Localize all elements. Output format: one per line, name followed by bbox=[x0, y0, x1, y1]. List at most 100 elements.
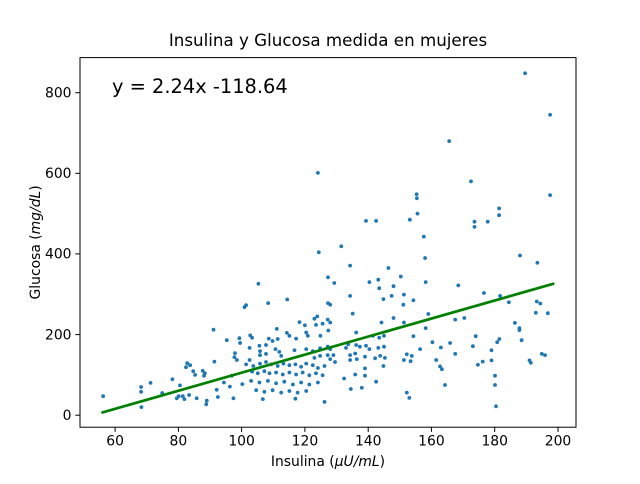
trend-line bbox=[101, 282, 555, 414]
data-point bbox=[316, 380, 320, 385]
data-point bbox=[497, 213, 501, 218]
data-point bbox=[295, 390, 300, 395]
data-point bbox=[528, 360, 533, 365]
data-point bbox=[328, 357, 333, 361]
x-tick-label: 180 bbox=[481, 434, 508, 450]
data-point bbox=[304, 361, 309, 366]
y-tick-label: 800 bbox=[45, 86, 72, 102]
data-point bbox=[418, 347, 422, 351]
data-point bbox=[363, 373, 367, 378]
plot-frame bbox=[79, 57, 577, 428]
data-point bbox=[426, 312, 431, 316]
y-axis-label-suffix: ) bbox=[28, 185, 44, 190]
data-point bbox=[238, 341, 243, 345]
chart-title: Insulina y Glucosa medida en mujeres bbox=[169, 30, 487, 50]
scatter-points bbox=[101, 71, 552, 409]
x-tick-label: 100 bbox=[228, 434, 255, 450]
data-point bbox=[224, 338, 229, 343]
data-point bbox=[294, 336, 298, 341]
data-point bbox=[391, 284, 396, 289]
data-point bbox=[518, 253, 522, 258]
y-axis-ticks: 0 200 400 600 800 bbox=[45, 86, 80, 424]
data-point bbox=[200, 368, 205, 373]
data-point bbox=[453, 352, 458, 356]
data-point bbox=[310, 363, 315, 368]
y-tick-label: 200 bbox=[45, 327, 72, 343]
data-point bbox=[402, 292, 406, 297]
data-point bbox=[523, 71, 527, 76]
data-point bbox=[389, 294, 394, 298]
data-point bbox=[533, 310, 538, 315]
data-point bbox=[304, 330, 309, 335]
data-point bbox=[274, 370, 278, 375]
data-point bbox=[318, 354, 322, 358]
data-point bbox=[204, 398, 209, 403]
data-point bbox=[297, 320, 302, 324]
data-point bbox=[498, 294, 502, 298]
data-point bbox=[307, 373, 312, 378]
data-point bbox=[314, 323, 318, 327]
data-point bbox=[495, 340, 500, 345]
data-point bbox=[247, 358, 252, 362]
data-point bbox=[299, 380, 303, 385]
data-point bbox=[264, 343, 268, 347]
data-point bbox=[354, 330, 359, 335]
data-point bbox=[421, 234, 426, 239]
y-tick-label: 400 bbox=[45, 247, 72, 263]
data-point bbox=[353, 351, 358, 356]
data-point bbox=[519, 338, 524, 343]
data-point bbox=[322, 364, 327, 368]
data-point bbox=[423, 280, 428, 284]
data-point bbox=[277, 350, 282, 354]
data-point bbox=[214, 387, 219, 392]
data-point bbox=[538, 301, 543, 306]
data-point bbox=[447, 139, 452, 144]
data-point bbox=[472, 225, 477, 229]
data-point bbox=[489, 358, 494, 363]
data-point bbox=[325, 317, 330, 322]
data-point bbox=[193, 373, 198, 377]
data-point bbox=[216, 395, 220, 399]
data-point bbox=[316, 366, 320, 370]
data-point bbox=[212, 359, 217, 364]
data-point bbox=[434, 358, 439, 362]
data-point bbox=[270, 388, 275, 393]
data-point bbox=[367, 347, 372, 351]
data-point bbox=[348, 263, 352, 268]
data-point bbox=[307, 382, 312, 387]
data-point bbox=[430, 340, 435, 345]
data-point bbox=[258, 353, 262, 357]
x-axis-label-suffix: ) bbox=[380, 454, 385, 470]
data-point bbox=[279, 354, 284, 358]
data-point bbox=[254, 388, 259, 393]
data-point bbox=[448, 341, 452, 345]
data-point bbox=[320, 373, 325, 378]
data-point bbox=[453, 317, 458, 322]
data-point bbox=[291, 382, 295, 387]
data-point bbox=[376, 346, 381, 350]
data-point bbox=[326, 275, 330, 280]
data-point bbox=[535, 260, 540, 265]
data-point bbox=[376, 277, 381, 282]
x-axis-ticks: 60 80 100 120 140 160 180 200 bbox=[106, 427, 572, 450]
x-tick-label: 120 bbox=[292, 434, 319, 450]
data-point bbox=[257, 380, 262, 385]
data-point bbox=[305, 333, 310, 338]
data-point bbox=[176, 394, 181, 399]
data-point bbox=[262, 369, 267, 374]
data-point bbox=[548, 193, 552, 198]
data-point bbox=[262, 389, 267, 394]
data-point bbox=[266, 301, 271, 305]
x-axis-label: Insulina (μU/mL) bbox=[271, 454, 385, 470]
x-tick-label: 200 bbox=[545, 434, 572, 450]
data-point bbox=[233, 351, 237, 355]
data-point bbox=[184, 365, 188, 370]
data-point bbox=[473, 334, 478, 339]
data-point bbox=[415, 196, 419, 201]
data-point bbox=[545, 311, 550, 316]
data-point bbox=[423, 326, 428, 330]
data-point bbox=[374, 219, 378, 223]
data-point bbox=[342, 376, 346, 381]
